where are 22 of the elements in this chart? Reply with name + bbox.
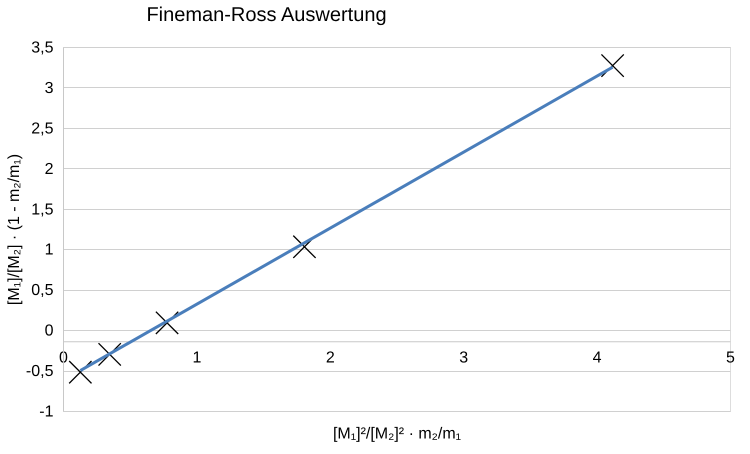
- point: [600, 54, 624, 78]
- y-tick-label: -1: [39, 404, 54, 420]
- y-tick-label: 2: [44, 160, 54, 178]
- y-tick-label: 3,5: [31, 40, 54, 56]
- x-tick-label: 3: [459, 350, 468, 367]
- point: [98, 342, 122, 366]
- y-tick-label: 3: [44, 80, 54, 97]
- y-tick-label: 1,5: [31, 201, 54, 218]
- x-tick-label: 4: [592, 350, 602, 367]
- x-tick-label: 1: [192, 350, 202, 367]
- x-axis-title: [M₁]²/[M₂]² · m₂/m₁: [332, 426, 462, 442]
- x-tick-label: 5: [726, 350, 736, 367]
- y-tick-label: 0,5: [31, 282, 54, 300]
- y-tick-label: 0: [44, 322, 54, 340]
- chart-title: Fineman-Ross Auswertung: [146, 4, 387, 26]
- point: [155, 311, 179, 335]
- y-tick-label: 2,5: [31, 120, 54, 138]
- x-tick-label: 2: [326, 350, 335, 367]
- y-axis-title: [M₁]/[M₂] · (1 - m₂/m₁): [6, 154, 23, 306]
- y-tick-label: 1: [44, 242, 54, 259]
- y-tick-label: -0,5: [26, 363, 54, 380]
- point: [292, 234, 316, 259]
